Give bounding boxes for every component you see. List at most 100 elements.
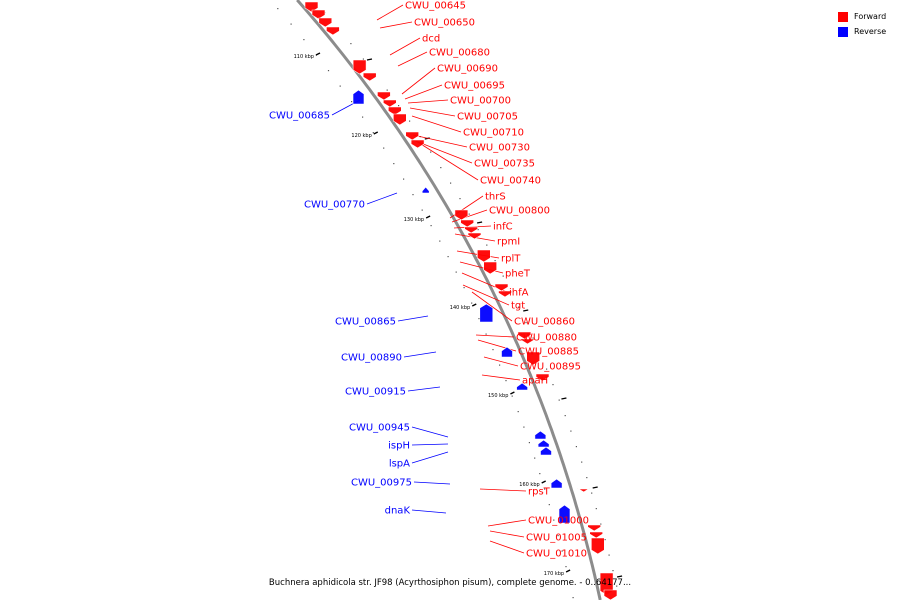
leader-line-forward	[489, 540, 525, 554]
outer-tick-dot	[570, 430, 572, 432]
legend: Forward Reverse	[838, 9, 886, 39]
gene-label-forward: CWU_00700	[450, 96, 511, 107]
outer-tick-dot	[558, 399, 560, 401]
outer-tick-dot	[591, 492, 593, 494]
leader-line-forward	[376, 4, 404, 21]
outer-tick-dot	[532, 337, 534, 339]
forward-gene	[392, 113, 407, 126]
gene-label-forward: thrS	[485, 192, 506, 203]
outer-tick-dot	[581, 461, 583, 463]
leader-line-reverse	[413, 481, 451, 485]
tick-label: 150 kbp	[488, 393, 508, 399]
inner-tick-dot	[471, 302, 473, 304]
outer-tick-dot	[494, 260, 496, 262]
inner-tick-dot	[572, 597, 574, 599]
gene-label-forward: apaH	[522, 376, 548, 387]
outer-tick-dot	[604, 539, 606, 541]
reverse-gene	[558, 504, 571, 524]
gene-label-reverse: ispH	[388, 441, 410, 452]
gene-label-forward: CWU_01010	[526, 549, 587, 560]
tick-mark-inner	[373, 131, 379, 135]
forward-gene	[476, 249, 491, 263]
inner-tick-dot	[327, 70, 330, 72]
gene-features	[304, 1, 618, 600]
gene-label-reverse: dnaK	[385, 506, 411, 517]
gene-label-forward: CWU_00740	[480, 176, 541, 187]
outer-tick-dot	[486, 244, 488, 246]
gene-label-forward: CWU_00710	[463, 128, 524, 139]
map-caption: Buchnera aphidicola str. JF98 (Acyrthosi…	[268, 578, 632, 588]
major-ticks: 110 kbp 120 kbp 130 kbp 140 kbp 150 kbp 160 k…	[294, 52, 623, 578]
gene-label-forward: CWU_00690	[437, 64, 498, 75]
leader-line-forward	[409, 107, 456, 117]
inner-tick-dot	[569, 581, 571, 583]
forward-gene	[311, 9, 326, 20]
forward-gene	[483, 261, 498, 275]
gene-label-reverse: CWU_00890	[341, 353, 402, 364]
tick-mark-inner	[510, 391, 515, 395]
forward-gene	[377, 91, 391, 101]
leader-line-forward	[451, 209, 488, 223]
legend-item-forward: Forward	[838, 9, 886, 24]
gene-label-reverse: CWU_00975	[351, 478, 412, 489]
outer-tick-dot	[398, 105, 400, 107]
inner-tick-dot	[499, 364, 501, 366]
gene-label-forward: rplT	[501, 254, 521, 265]
gene-label-forward: pheT	[505, 269, 531, 280]
outer-tick-dot	[575, 446, 577, 448]
inner-tick-dot	[505, 380, 507, 382]
tick-label: 140 kbp	[450, 305, 470, 311]
inner-tick-dot	[478, 318, 480, 320]
leader-line-forward	[462, 284, 510, 306]
forward-gene	[587, 524, 602, 532]
inner-tick-dot	[412, 194, 414, 196]
gene-label-forward: tgt	[511, 301, 525, 312]
inner-tick-dot	[339, 85, 341, 87]
forward-swatch	[838, 11, 848, 22]
tick-mark-outer	[523, 309, 529, 312]
tick-mark-outer	[592, 486, 598, 489]
outer-tick-dot	[440, 167, 442, 169]
leader-line-forward	[389, 37, 421, 56]
reverse-gene	[540, 446, 552, 456]
forward-gene	[603, 589, 618, 600]
leader-line-forward	[412, 134, 468, 148]
gene-label-reverse: CWU_00945	[349, 423, 410, 434]
inner-tick-dot	[362, 116, 364, 118]
forward-gene	[498, 290, 512, 298]
outer-tick-dot	[477, 229, 479, 231]
outer-tick-dot	[595, 508, 597, 510]
inner-tick-dot	[561, 550, 563, 552]
inner-tick-dot	[303, 39, 305, 41]
inner-tick-dot	[439, 240, 441, 242]
forward-gene	[467, 232, 482, 240]
forward-gene	[460, 219, 475, 228]
gene-label-forward: CWU_00730	[469, 143, 530, 154]
outer-tick-dot	[552, 384, 554, 386]
leader-line-forward	[415, 140, 479, 181]
reverse-gene	[479, 303, 494, 323]
outer-tick-dot	[586, 477, 588, 479]
gene-label-forward: rpmI	[497, 237, 520, 248]
gene-label-forward: CWU_00880	[516, 333, 577, 344]
leader-line-reverse	[411, 443, 449, 446]
forward-gene	[464, 226, 479, 234]
inner-tick-dot	[485, 333, 487, 335]
leader-line-forward	[483, 356, 519, 367]
inner-tick-dot	[393, 163, 395, 165]
gene-label-forward: CWU_00735	[474, 159, 535, 170]
inner-tick-dot	[421, 209, 423, 211]
tick-label: 110 kbp	[294, 54, 314, 60]
tick-mark-inner	[315, 52, 321, 56]
reverse-gene	[534, 430, 547, 440]
leader-line-reverse	[403, 351, 437, 358]
gene-label-forward: CWU_00860	[514, 317, 575, 328]
forward-gene	[352, 59, 367, 75]
inner-tick-dot	[539, 473, 541, 475]
leader-line-forward	[397, 51, 428, 67]
tick-mark-inner	[425, 215, 431, 219]
forward-gene	[326, 26, 340, 36]
gene-label-forward: CWU_00885	[518, 347, 579, 358]
reverse-swatch	[838, 26, 848, 37]
label-leaders	[331, 4, 527, 554]
